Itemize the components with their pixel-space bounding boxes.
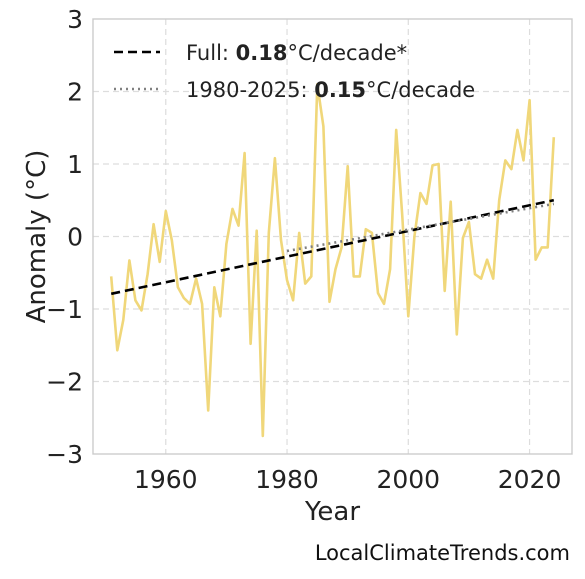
x-tick-label: 1980 [255,465,319,494]
legend-full-value: 0.18 [236,41,288,65]
legend: Full: 0.18°C/decade* 1980-2025: 0.15°C/d… [114,41,475,102]
legend-recent-suffix: °C/decade [366,78,475,102]
legend-recent-value: 0.15 [314,78,366,102]
y-tick-label: −2 [46,368,83,397]
legend-label-recent-trend: 1980-2025: 0.15°C/decade [186,78,475,102]
y-axis-title: Anomaly (°C) [22,150,52,324]
legend-full-suffix: °C/decade* [288,41,408,65]
x-tick-label: 2000 [376,465,440,494]
legend-full-prefix: Full: [186,41,236,65]
x-axis-title: Year [304,497,360,527]
y-tick-label: −3 [46,440,83,469]
legend-label-full-trend: Full: 0.18°C/decade* [186,41,407,65]
legend-recent-prefix: 1980-2025: [186,78,314,102]
full-trend-line [110,198,555,296]
y-tick-label: 1 [67,150,83,179]
series-layer [109,83,556,438]
anomaly-series-line [109,83,556,438]
y-tick-label: −1 [46,295,83,324]
y-tick-label: 3 [67,5,83,34]
grid [93,19,572,454]
plot-frame [92,18,573,455]
y-tick-label: 0 [67,223,83,252]
x-tick-label: 2020 [498,465,562,494]
credit-text: LocalClimateTrends.com [315,541,570,565]
tick-labels: 1960 1980 2000 2020 −3 −2 −1 0 1 2 3 [46,5,561,494]
y-tick-label: 2 [67,78,83,107]
x-tick-label: 1960 [134,465,198,494]
